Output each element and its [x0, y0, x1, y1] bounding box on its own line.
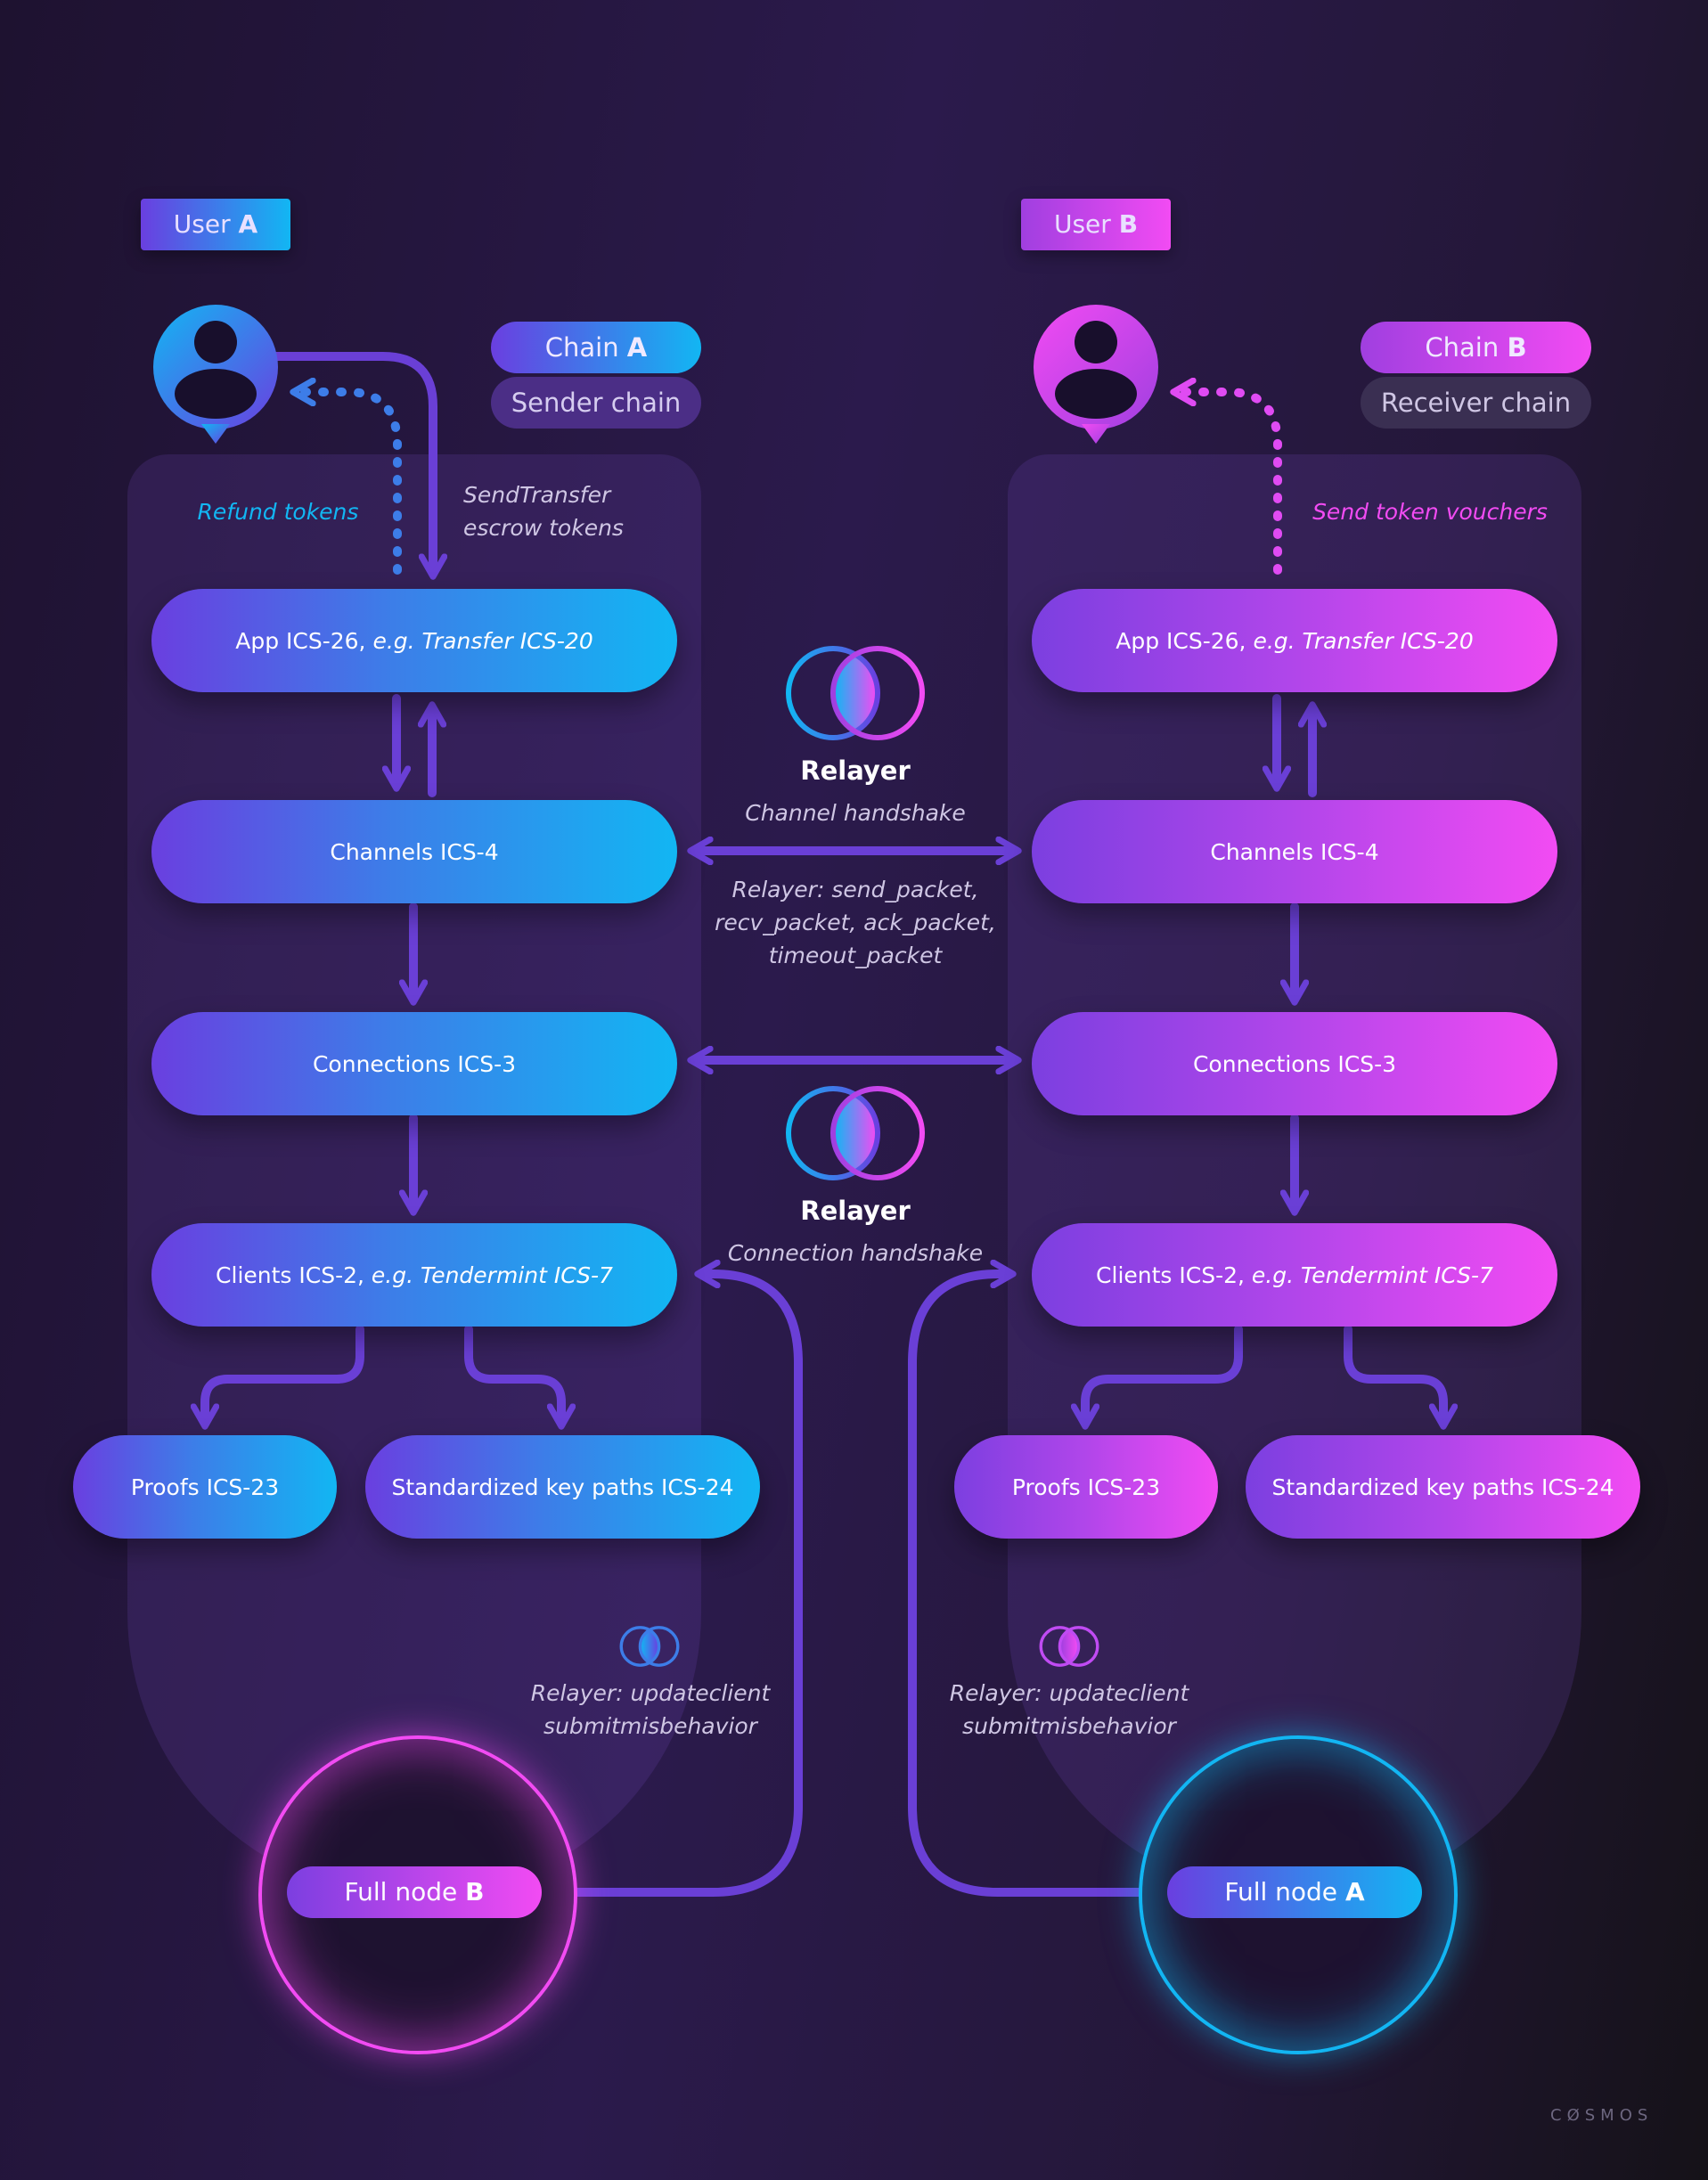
left-relayer-update-label: Relayer: updateclient submitmisbehavior — [530, 1680, 771, 1739]
send-transfer-label: SendTransfer escrow tokens — [463, 482, 624, 541]
user-a-tag: User A — [141, 199, 290, 250]
relayer-packets-label: Relayer: send_packet, recv_packet, ack_p… — [715, 877, 996, 968]
user-a-letter: A — [238, 209, 258, 239]
left-clients-node: Clients ICS-2, e.g. Tendermint ICS-7 — [151, 1223, 677, 1327]
right-relayer-update-label: Relayer: updateclient submitmisbehavior — [949, 1680, 1189, 1739]
relayer-icon — [780, 1083, 931, 1183]
full-node-b-label: Full node — [344, 1877, 458, 1906]
user-a-avatar-icon — [153, 305, 278, 447]
small-relayer-icon — [617, 1625, 682, 1668]
left-proofs-node: Proofs ICS-23 — [73, 1435, 337, 1539]
full-node-a-letter: A — [1344, 1877, 1365, 1906]
refund-dotted-arrow — [296, 392, 402, 575]
relayer-title-1: Relayer — [800, 755, 911, 786]
chain-b-tag: Chain B — [1361, 322, 1591, 373]
refund-tokens-label: Refund tokens — [197, 499, 359, 525]
left-keypaths-node: Standardized key paths ICS-24 — [365, 1435, 760, 1539]
chain-a-tag: Chain A — [491, 322, 701, 373]
user-a-label: User — [173, 209, 231, 239]
chain-b-letter: B — [1507, 332, 1527, 363]
right-clients-node: Clients ICS-2, e.g. Tendermint ICS-7 — [1032, 1223, 1557, 1327]
chain-a-letter: A — [626, 332, 648, 363]
voucher-dotted-arrow — [1176, 392, 1282, 575]
right-app-main: App ICS-26, — [1116, 627, 1246, 654]
left-clients-italic: e.g. Tendermint ICS-7 — [371, 1261, 613, 1288]
right-channels-node: Channels ICS-4 — [1032, 800, 1557, 903]
right-app-node: App ICS-26, e.g. Transfer ICS-20 — [1032, 589, 1557, 692]
full-node-b-letter: B — [465, 1877, 485, 1906]
user-b-letter: B — [1118, 209, 1139, 239]
left-clients-main: Clients ICS-2, — [216, 1261, 364, 1288]
left-app-node: App ICS-26, e.g. Transfer ICS-20 — [151, 589, 677, 692]
right-keypaths-node: Standardized key paths ICS-24 — [1246, 1435, 1640, 1539]
user-b-label: User — [1053, 209, 1111, 239]
left-channels-node: Channels ICS-4 — [151, 800, 677, 903]
relayer-title-2: Relayer — [800, 1196, 911, 1226]
send-transfer-arrow — [272, 352, 433, 574]
cosmos-logo: CØSMOS — [1550, 2106, 1654, 2125]
right-connections-node: Connections ICS-3 — [1032, 1012, 1557, 1115]
right-clients-italic: e.g. Tendermint ICS-7 — [1251, 1261, 1493, 1288]
left-app-main: App ICS-26, — [235, 627, 366, 654]
right-clients-main: Clients ICS-2, — [1096, 1261, 1245, 1288]
full-node-b-pill: Full node B — [287, 1866, 542, 1918]
full-node-a-pill: Full node A — [1167, 1866, 1422, 1918]
right-proofs-node: Proofs ICS-23 — [954, 1435, 1218, 1539]
small-relayer-icon — [1037, 1625, 1101, 1668]
left-app-italic: e.g. Transfer ICS-20 — [372, 627, 593, 654]
left-connections-node: Connections ICS-3 — [151, 1012, 677, 1115]
right-app-italic: e.g. Transfer ICS-20 — [1253, 627, 1474, 654]
connection-handshake-label: Connection handshake — [727, 1240, 984, 1266]
send-vouchers-label: Send token vouchers — [1312, 499, 1548, 525]
relayer-icon — [780, 643, 931, 743]
user-b-avatar-icon — [1034, 305, 1158, 447]
chain-b-label: Chain — [1425, 332, 1500, 363]
sender-chain-tag: Sender chain — [491, 377, 701, 429]
chain-a-label: Chain — [544, 332, 619, 363]
channel-handshake-label: Channel handshake — [745, 800, 966, 826]
user-b-tag: User B — [1021, 199, 1171, 250]
receiver-chain-tag: Receiver chain — [1361, 377, 1591, 429]
full-node-a-label: Full node — [1224, 1877, 1338, 1906]
